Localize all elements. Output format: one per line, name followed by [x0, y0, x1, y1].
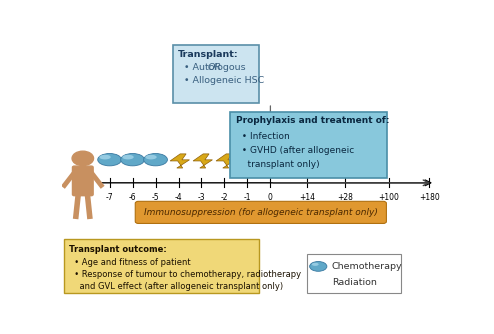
Text: and GVL effect (after allogeneic transplant only): and GVL effect (after allogeneic transpl…	[69, 282, 284, 291]
Text: +14: +14	[299, 193, 315, 202]
Text: Prophylaxis and treatment of:: Prophylaxis and treatment of:	[236, 117, 389, 126]
Polygon shape	[216, 154, 236, 168]
Ellipse shape	[98, 154, 122, 166]
Circle shape	[72, 151, 93, 166]
FancyBboxPatch shape	[64, 239, 259, 293]
FancyBboxPatch shape	[135, 201, 386, 223]
Text: +180: +180	[419, 193, 440, 202]
FancyBboxPatch shape	[73, 166, 93, 196]
Text: +28: +28	[337, 193, 353, 202]
Text: Radiation: Radiation	[331, 278, 376, 287]
Text: • GVHD (after allogeneic: • GVHD (after allogeneic	[236, 146, 354, 155]
Ellipse shape	[121, 154, 144, 166]
Text: 0: 0	[268, 193, 273, 202]
Polygon shape	[170, 154, 190, 168]
Text: -1: -1	[244, 193, 251, 202]
Ellipse shape	[122, 155, 134, 159]
Ellipse shape	[310, 262, 327, 271]
Text: Chemotherapy: Chemotherapy	[331, 262, 402, 271]
Text: OR: OR	[207, 63, 222, 72]
Ellipse shape	[99, 155, 111, 159]
Ellipse shape	[145, 155, 157, 159]
Text: • Autologous: • Autologous	[178, 63, 248, 72]
Text: -3: -3	[198, 193, 206, 202]
Text: -6: -6	[129, 193, 136, 202]
Polygon shape	[193, 154, 212, 168]
Polygon shape	[239, 154, 258, 168]
Text: • Allogeneic HSC: • Allogeneic HSC	[178, 75, 264, 85]
Text: -5: -5	[152, 193, 160, 202]
Text: Immunosuppression (for allogeneic transplant only): Immunosuppression (for allogeneic transp…	[144, 208, 378, 217]
FancyBboxPatch shape	[307, 254, 401, 293]
Text: -2: -2	[221, 193, 228, 202]
Text: Transplant outcome:: Transplant outcome:	[69, 244, 167, 254]
Polygon shape	[312, 278, 327, 289]
Text: • Age and fitness of patient: • Age and fitness of patient	[69, 258, 191, 267]
Text: Transplant:: Transplant:	[178, 49, 239, 58]
Text: -4: -4	[175, 193, 182, 202]
Text: transplant only): transplant only)	[236, 160, 320, 169]
Text: • Infection: • Infection	[236, 132, 289, 141]
FancyBboxPatch shape	[230, 112, 387, 178]
Text: • Response of tumour to chemotherapy, radiotherapy: • Response of tumour to chemotherapy, ra…	[69, 270, 301, 279]
Ellipse shape	[312, 263, 319, 266]
FancyBboxPatch shape	[173, 45, 259, 103]
Text: -7: -7	[106, 193, 114, 202]
Text: +100: +100	[378, 193, 400, 202]
Ellipse shape	[144, 154, 167, 166]
